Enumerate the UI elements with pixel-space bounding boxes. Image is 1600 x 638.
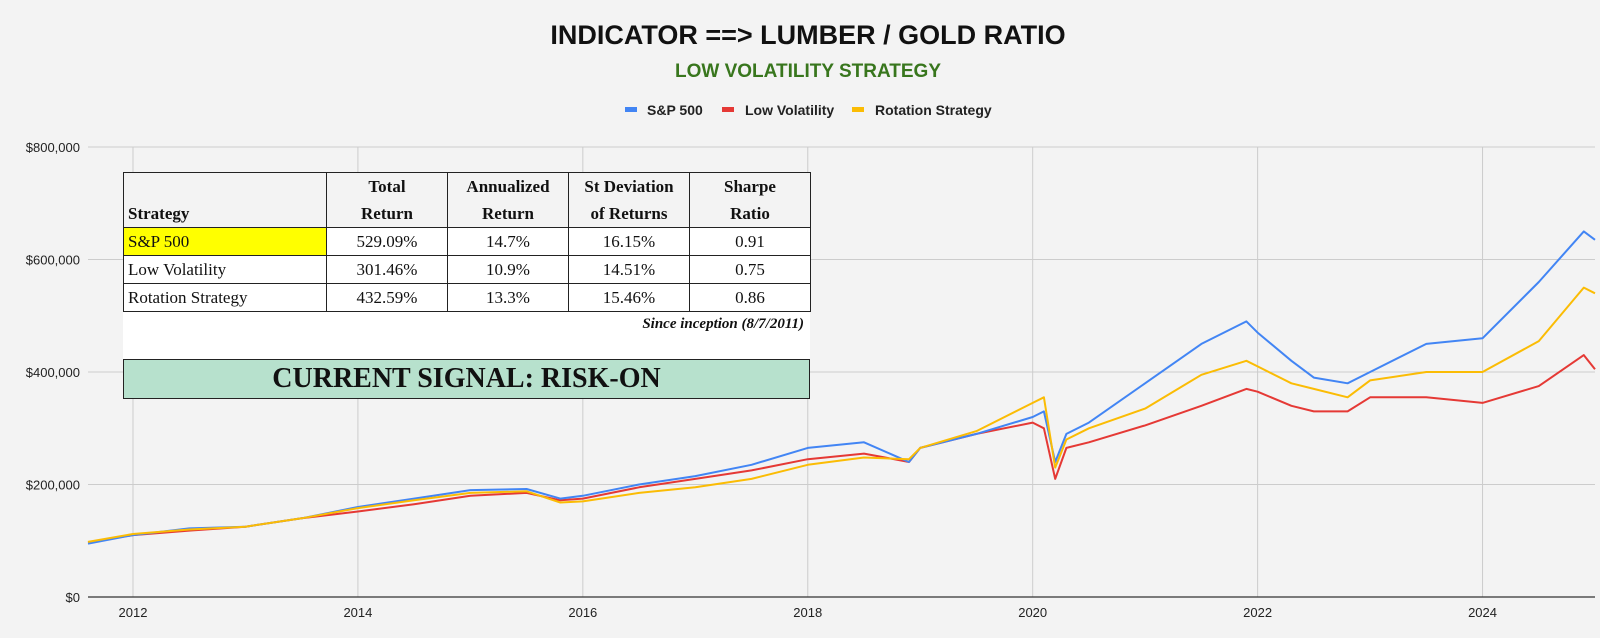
legend-label-sp500: S&P 500 bbox=[647, 102, 703, 118]
header-st-deviation: St Deviation of Returns bbox=[568, 172, 690, 228]
total-return: 529.09% bbox=[326, 227, 448, 256]
st-deviation: 14.51% bbox=[568, 255, 690, 284]
legend-swatch-low-volatility bbox=[722, 107, 734, 112]
annualized-return: 13.3% bbox=[447, 283, 569, 312]
y-tick-label: $0 bbox=[66, 590, 80, 605]
table-row: Rotation Strategy 432.59% 13.3% 15.46% 0… bbox=[123, 283, 811, 312]
annualized-return: 14.7% bbox=[447, 227, 569, 256]
y-tick-label: $200,000 bbox=[26, 478, 80, 493]
table-row: Low Volatility 301.46% 10.9% 14.51% 0.75 bbox=[123, 255, 811, 284]
axes: $0 $200,000 $400,000 $600,000 $800,000 2012 20… bbox=[26, 140, 1595, 620]
legend-label-low-volatility: Low Volatility bbox=[745, 102, 834, 118]
x-tick-label: 2024 bbox=[1468, 605, 1497, 620]
x-tick-label: 2016 bbox=[568, 605, 597, 620]
table-header-row: Strategy Total Return Annualized Return St… bbox=[123, 172, 811, 228]
series-line-rotation-strategy bbox=[87, 286, 1596, 543]
y-tick-label: $800,000 bbox=[26, 140, 80, 155]
sharpe-ratio: 0.86 bbox=[689, 283, 811, 312]
sharpe-ratio: 0.75 bbox=[689, 255, 811, 284]
table-row: S&P 500 529.09% 14.7% 16.15% 0.91 bbox=[123, 227, 811, 256]
annualized-return: 10.9% bbox=[447, 255, 569, 284]
legend-swatch-rotation-strategy bbox=[852, 107, 864, 112]
series-lines bbox=[87, 230, 1596, 545]
x-tick-label: 2020 bbox=[1018, 605, 1047, 620]
sharpe-ratio: 0.91 bbox=[689, 227, 811, 256]
x-tick-label: 2012 bbox=[119, 605, 148, 620]
x-tick-label: 2014 bbox=[343, 605, 372, 620]
inception-note: Since inception (8/7/2011) bbox=[642, 316, 804, 332]
strategy-name: Rotation Strategy bbox=[123, 283, 327, 312]
header-strategy: Strategy bbox=[123, 172, 327, 228]
current-signal-banner: CURRENT SIGNAL: RISK-ON bbox=[123, 359, 810, 399]
st-deviation: 15.46% bbox=[568, 283, 690, 312]
series-line-sp500 bbox=[87, 230, 1596, 545]
strategy-name: Low Volatility bbox=[123, 255, 327, 284]
chart-subtitle: LOW VOLATILITY STRATEGY bbox=[675, 61, 941, 82]
x-tick-label: 2022 bbox=[1243, 605, 1272, 620]
total-return: 301.46% bbox=[326, 255, 448, 284]
performance-table: Strategy Total Return Annualized Return St… bbox=[123, 172, 811, 312]
legend-label-rotation-strategy: Rotation Strategy bbox=[875, 102, 992, 118]
legend-swatch-sp500 bbox=[625, 107, 637, 112]
y-tick-label: $400,000 bbox=[26, 365, 80, 380]
x-tick-label: 2018 bbox=[793, 605, 822, 620]
header-total-return: Total Return bbox=[326, 172, 448, 228]
legend: S&P 500 Low Volatility Rotation Strategy bbox=[625, 102, 992, 118]
total-return: 432.59% bbox=[326, 283, 448, 312]
chart-title: INDICATOR ==> LUMBER / GOLD RATIO bbox=[550, 20, 1065, 50]
y-tick-label: $600,000 bbox=[26, 253, 80, 268]
st-deviation: 16.15% bbox=[568, 227, 690, 256]
header-sharpe-ratio: Sharpe Ratio bbox=[689, 172, 811, 228]
strategy-name: S&P 500 bbox=[123, 227, 327, 256]
header-annualized-return: Annualized Return bbox=[447, 172, 569, 228]
inception-note-box: Since inception (8/7/2011) bbox=[123, 312, 810, 359]
